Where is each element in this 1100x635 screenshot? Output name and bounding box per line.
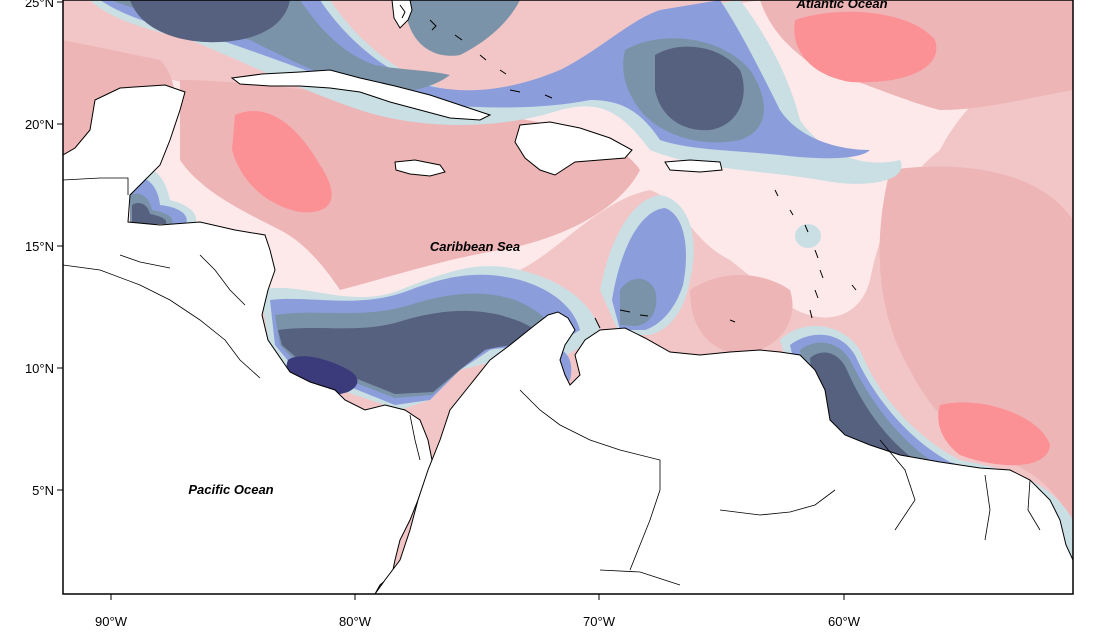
small-islands [399,4,857,329]
strong-positive-zones [232,11,1050,466]
land-masses [63,0,1073,594]
lon-tick-label: 90°W [95,614,128,629]
lat-tick-label: 15°N [25,239,54,254]
lat-tick-label: 5°N [32,483,54,498]
puerto-rico-island [664,159,723,173]
lon-tick-label: 80°W [339,614,372,629]
south-america-landmass [374,311,1073,594]
florida-peninsula [391,0,413,29]
hispaniola-island [514,121,633,176]
latitude-axis: 25°N 20°N 15°N 10°N 5°N [25,0,63,498]
anomaly-field [63,0,1073,594]
cuba-island [230,69,492,121]
lat-tick-label: 20°N [25,117,54,132]
lat-tick-label: 25°N [25,0,54,10]
caribbean-sea-label: Caribbean Sea [430,239,520,254]
map-frame [62,0,1074,595]
political-borders [63,177,1041,586]
lon-tick-label: 60°W [828,614,861,629]
lat-tick-label: 10°N [25,361,54,376]
atlantic-ocean-label: Atlantic Ocean [795,0,887,11]
jamaica-island [394,159,446,177]
central-america-landmass [63,84,433,594]
longitude-axis: 90°W 80°W 70°W 60°W [95,594,861,629]
lon-tick-label: 70°W [583,614,616,629]
pacific-ocean-label: Pacific Ocean [188,482,273,497]
